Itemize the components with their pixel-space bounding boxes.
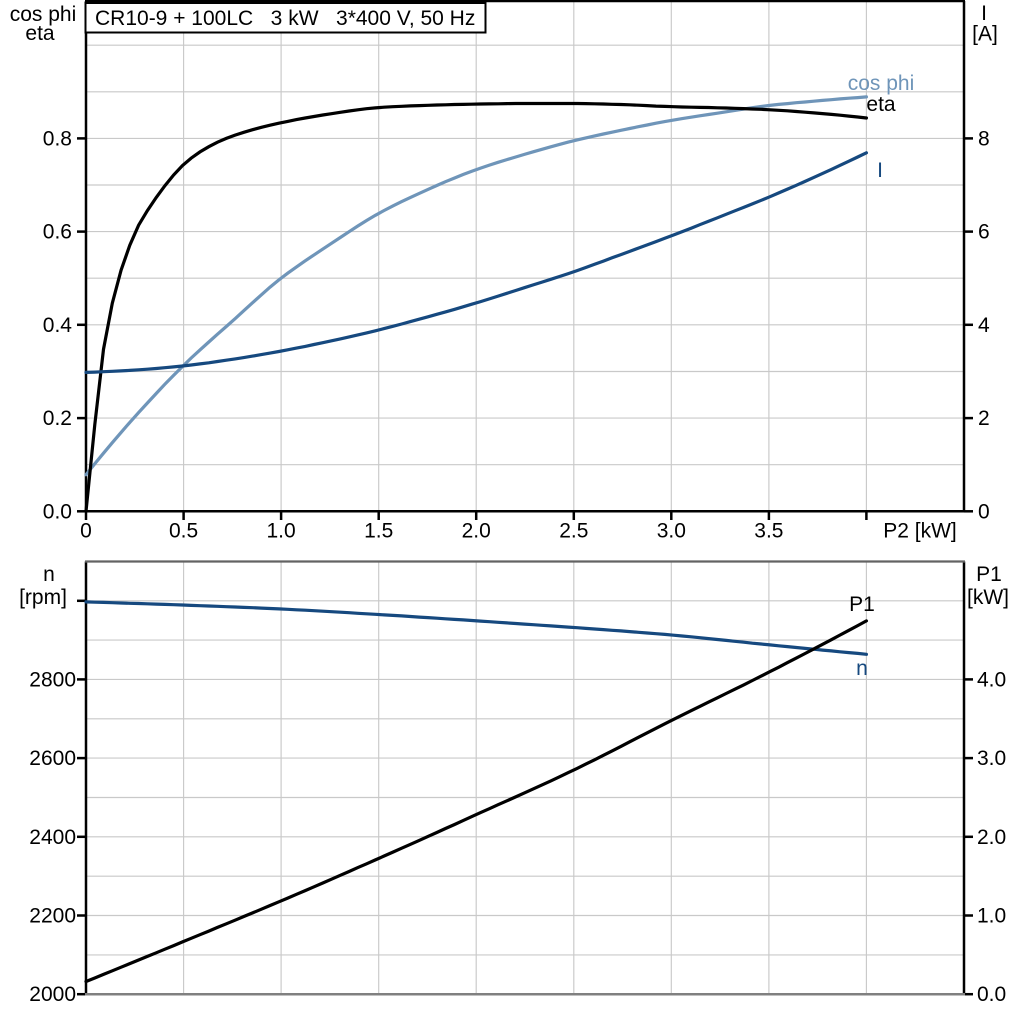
svg-text:I: I xyxy=(877,159,883,182)
svg-text:2200: 2200 xyxy=(29,905,76,928)
svg-text:1.5: 1.5 xyxy=(364,520,393,543)
svg-text:2: 2 xyxy=(978,407,990,430)
svg-text:3.0: 3.0 xyxy=(977,747,1006,770)
svg-text:0.6: 0.6 xyxy=(43,221,72,244)
svg-text:2000: 2000 xyxy=(29,983,76,1006)
svg-text:[rpm]: [rpm] xyxy=(19,586,67,609)
svg-text:0.4: 0.4 xyxy=(43,314,73,337)
svg-text:0.0: 0.0 xyxy=(977,983,1006,1006)
svg-text:6: 6 xyxy=(978,221,990,244)
svg-text:eta: eta xyxy=(866,93,896,116)
svg-text:2400: 2400 xyxy=(29,826,76,849)
svg-text:2600: 2600 xyxy=(29,747,76,770)
svg-text:I: I xyxy=(981,2,987,25)
svg-text:n: n xyxy=(43,563,55,586)
svg-text:2.0: 2.0 xyxy=(462,520,491,543)
svg-text:P2 [kW]: P2 [kW] xyxy=(883,520,957,543)
svg-text:4: 4 xyxy=(978,314,990,337)
svg-text:0: 0 xyxy=(80,520,92,543)
svg-text:0: 0 xyxy=(978,500,990,523)
svg-text:2.5: 2.5 xyxy=(559,520,588,543)
svg-text:4.0: 4.0 xyxy=(977,668,1006,691)
svg-text:3.0: 3.0 xyxy=(657,520,686,543)
svg-text:P1: P1 xyxy=(976,563,1002,586)
svg-text:[A]: [A] xyxy=(972,23,998,46)
svg-text:8: 8 xyxy=(978,127,990,150)
svg-text:cos phi: cos phi xyxy=(10,3,77,26)
svg-text:[kW]: [kW] xyxy=(967,586,1009,609)
svg-text:1.0: 1.0 xyxy=(977,905,1006,928)
svg-text:2800: 2800 xyxy=(29,668,76,691)
svg-text:2.0: 2.0 xyxy=(977,826,1006,849)
svg-text:0.8: 0.8 xyxy=(43,127,72,150)
svg-text:3.5: 3.5 xyxy=(754,520,783,543)
svg-text:0.2: 0.2 xyxy=(43,407,72,430)
svg-text:CR10-9 + 100LC 3 kW 3*400: CR10-9 + 100LC 3 kW 3*400 V, 50 Hz xyxy=(95,7,475,30)
svg-text:0.5: 0.5 xyxy=(169,520,198,543)
svg-text:n: n xyxy=(856,657,868,680)
svg-text:P1: P1 xyxy=(849,593,875,616)
svg-text:eta: eta xyxy=(25,22,55,45)
svg-text:cos phi: cos phi xyxy=(848,72,915,95)
svg-text:0.0: 0.0 xyxy=(43,500,72,523)
svg-text:1.0: 1.0 xyxy=(266,520,295,543)
